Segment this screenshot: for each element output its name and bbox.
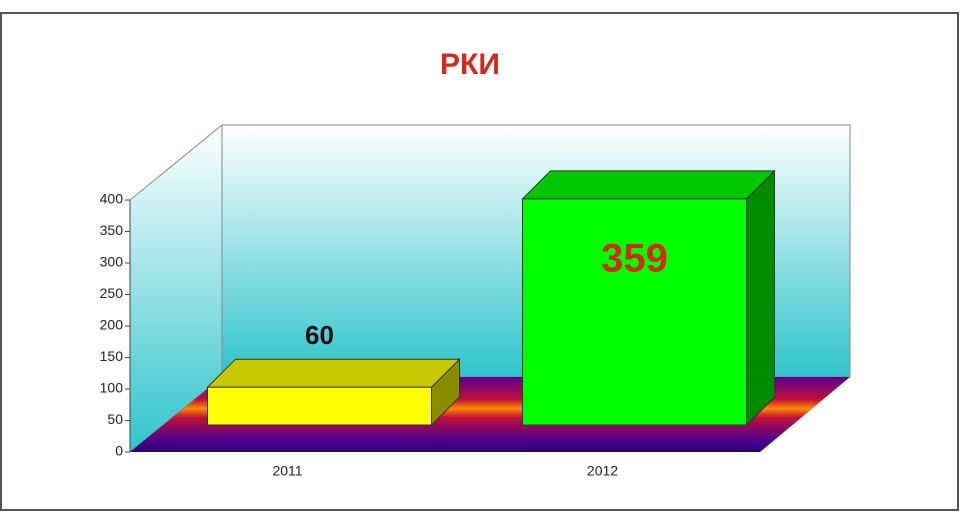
bar: [207, 386, 432, 426]
data-label: 359: [601, 236, 668, 280]
bar-top: [206, 358, 461, 388]
bar: [522, 198, 747, 426]
y-tick-label: 400: [100, 191, 124, 207]
y-tick-label: 50: [107, 411, 123, 427]
y-tick-label: 150: [100, 348, 124, 364]
chart-title: РКИ: [440, 48, 500, 81]
y-tick-label: 100: [100, 380, 124, 396]
data-label: 60: [305, 320, 334, 350]
bar-top: [521, 170, 776, 200]
x-tick-label: 2012: [587, 463, 618, 479]
x-tick-label: 2011: [272, 463, 302, 479]
y-tick-label: 300: [100, 254, 124, 270]
y-tick-label: 0: [115, 443, 123, 459]
y-tick-label: 200: [100, 317, 124, 333]
bar-side: [746, 169, 775, 427]
y-tick-label: 250: [100, 285, 124, 301]
y-tick-label: 350: [100, 222, 124, 238]
